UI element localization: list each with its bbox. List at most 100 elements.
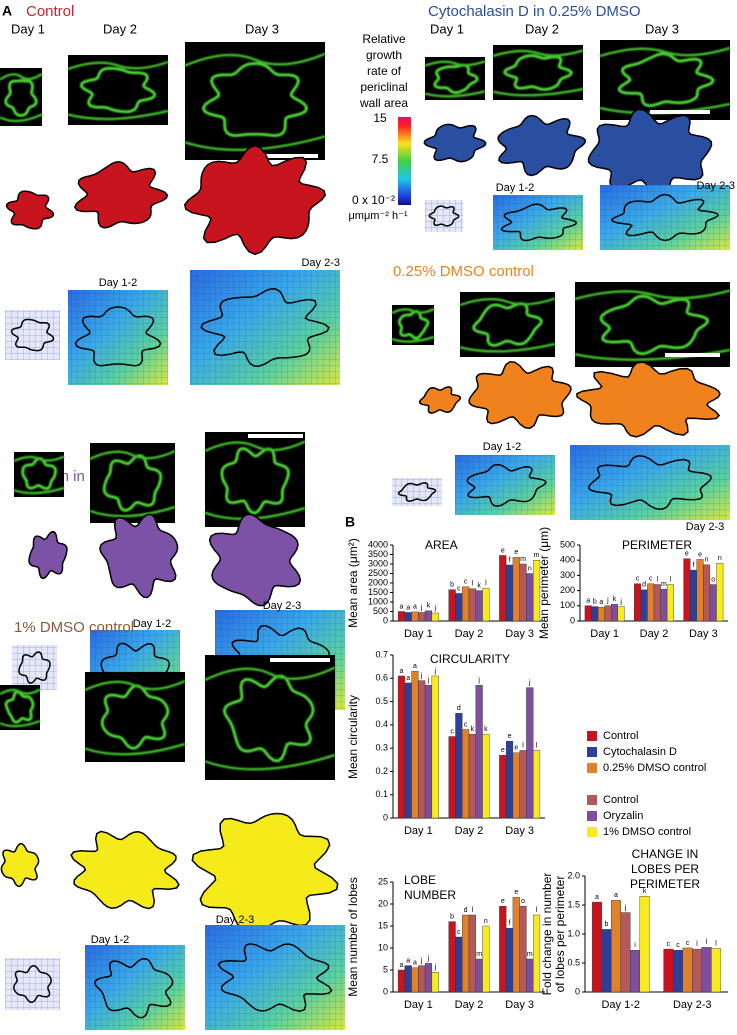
significance-letter: c <box>686 940 690 947</box>
significance-letter: m <box>527 951 533 958</box>
cell-outline <box>94 957 174 1019</box>
cell-shape <box>183 144 327 256</box>
chart-title: LOBES PER <box>631 862 699 876</box>
significance-letter: m <box>661 581 667 588</box>
growth-label: Day 2-3 <box>263 600 302 612</box>
colorbar-label: 15 <box>373 111 387 125</box>
cell-wall <box>492 49 584 97</box>
bar <box>397 611 406 622</box>
cell-walls <box>424 60 486 98</box>
significance-letter: a <box>399 603 403 610</box>
growth-label: Day 1-2 <box>99 277 138 289</box>
bar <box>431 675 439 819</box>
significance-letter: b <box>593 598 597 605</box>
cell-walls <box>391 307 435 343</box>
bar <box>666 584 674 622</box>
significance-letter: d <box>642 582 646 589</box>
section-title: Control <box>26 3 74 20</box>
bar <box>663 948 674 993</box>
bar <box>512 752 520 819</box>
bar <box>499 754 507 819</box>
y-tick-label: 5 <box>383 964 388 974</box>
significance-letter: c <box>649 576 653 583</box>
significance-letter: a <box>406 604 410 611</box>
bar <box>431 972 439 993</box>
significance-letter: l <box>696 941 698 948</box>
y-tick-label: 400 <box>560 555 575 565</box>
significance-letter: o <box>521 898 525 905</box>
x-tick-label: Day 3 <box>505 999 534 1011</box>
bar <box>482 733 490 819</box>
cell-wall <box>84 679 186 756</box>
x-tick-label: Day 3 <box>689 628 718 640</box>
y-tick-label: 0.7 <box>375 649 388 659</box>
significance-letter: j <box>606 598 609 605</box>
colorbar-title: growth <box>366 48 402 62</box>
cell-shape <box>497 114 586 177</box>
bar <box>711 948 722 993</box>
y-tick-label: 100 <box>560 600 575 610</box>
bar <box>611 604 619 622</box>
bar <box>709 584 717 622</box>
significance-letter: a <box>399 962 403 969</box>
bar <box>597 607 605 622</box>
growth-label: Day 2-3 <box>696 180 735 192</box>
bar <box>455 713 463 819</box>
y-tick-label: 0 <box>575 986 580 996</box>
significance-letter: j <box>477 677 480 684</box>
cell-wall <box>102 454 163 512</box>
cell-shape <box>73 161 169 229</box>
significance-letter: b <box>450 913 454 920</box>
bar <box>601 929 612 993</box>
significance-letter: l <box>472 581 474 588</box>
cell-shape <box>70 830 180 910</box>
significance-letter: b <box>604 921 608 928</box>
cell-shape <box>418 386 462 414</box>
significance-letter: c <box>464 579 468 586</box>
bar <box>526 573 534 622</box>
legend-swatch <box>587 747 597 757</box>
bar <box>468 588 476 622</box>
bar <box>424 685 433 819</box>
day-label: Day 2 <box>525 21 559 36</box>
cell-outline <box>611 193 719 242</box>
cell-wall <box>4 690 35 724</box>
y-tick-label: 4000 <box>368 539 388 549</box>
cell-shape <box>587 108 713 196</box>
significance-letter: j <box>427 955 430 962</box>
bar <box>653 584 661 622</box>
significance-letter: e <box>514 889 518 896</box>
bar <box>448 589 456 622</box>
bar <box>499 906 507 993</box>
bar <box>455 936 463 993</box>
bar <box>411 967 419 993</box>
chart-title: NUMBER <box>404 888 456 902</box>
bar <box>475 685 483 819</box>
bar <box>692 948 702 993</box>
significance-letter: o <box>711 576 715 583</box>
cell-shape <box>5 190 55 230</box>
significance-letter: j <box>433 605 436 612</box>
cell-shape <box>28 530 68 580</box>
cell-walls <box>0 688 41 728</box>
bar <box>455 593 463 622</box>
bar <box>462 729 470 819</box>
growth-map-mesh <box>493 195 583 250</box>
cell-wall <box>459 297 556 353</box>
bar <box>604 605 612 622</box>
significance-letter: m <box>476 951 482 958</box>
cell-wall <box>503 54 573 91</box>
legend-label: 0.25% DMSO control <box>603 762 706 774</box>
bar <box>532 914 541 993</box>
panel-letter: A <box>2 3 12 19</box>
colorbar-title: Relative <box>362 32 406 46</box>
significance-letter: a <box>586 598 590 605</box>
bar <box>591 901 602 993</box>
bar <box>630 950 641 993</box>
bar <box>468 733 476 819</box>
cell-wall <box>4 79 38 117</box>
cell-outline <box>217 943 333 1012</box>
cell-wall <box>67 60 169 121</box>
bar <box>689 569 697 622</box>
bar <box>411 611 419 622</box>
